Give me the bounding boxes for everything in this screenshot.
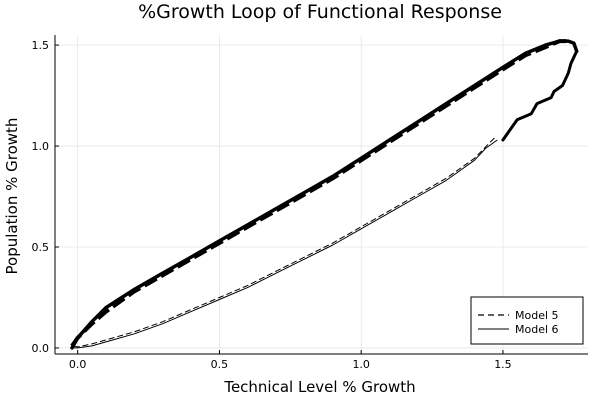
series-model-6-return-segment xyxy=(501,49,579,142)
y-tick-label-1: 0.5 xyxy=(32,241,50,254)
y-tick-label-2: 1.0 xyxy=(32,140,50,153)
legend-label-model-5: Model 5 xyxy=(515,309,559,322)
x-tick-label-2: 1.0 xyxy=(352,358,370,371)
y-tick-label-0: 0.0 xyxy=(32,342,50,355)
legend: Model 5 Model 6 xyxy=(470,296,584,345)
series-model-5-lower-branch xyxy=(71,137,495,348)
x-tick-label-0: 0.0 xyxy=(69,358,87,371)
axes-layer xyxy=(54,35,588,355)
y-tick-label-3: 1.5 xyxy=(32,39,50,52)
legend-label-model-6: Model 6 xyxy=(515,323,559,336)
ticks-layer: 0.0 0.5 1.0 1.5 0.0 0.5 1.0 1.5 xyxy=(32,39,512,371)
legend-box xyxy=(470,296,584,345)
series-model-6-lower-branch xyxy=(72,139,498,349)
x-axis-title: Technical Level % Growth xyxy=(223,378,415,396)
x-tick-label-3: 1.5 xyxy=(494,358,512,371)
series-model-5-upper-branch xyxy=(70,39,571,348)
grid-layer xyxy=(55,35,588,354)
y-axis-title: Population % Growth xyxy=(3,118,21,275)
series-layer xyxy=(70,39,579,350)
chart-title: %Growth Loop of Functional Response xyxy=(138,1,502,23)
x-tick-label-1: 0.5 xyxy=(211,358,229,371)
